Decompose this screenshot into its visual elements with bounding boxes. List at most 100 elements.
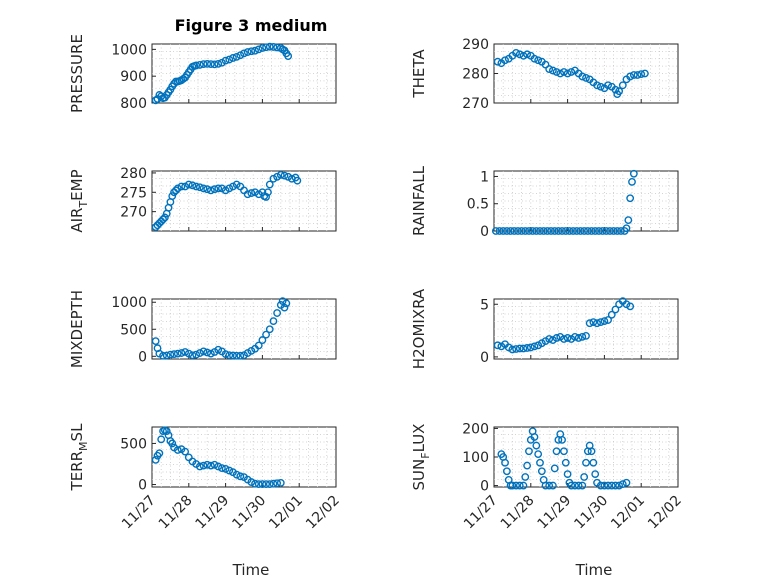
data-point (554, 227, 563, 235)
data-point (229, 351, 237, 360)
subplot-rainfall: 0 0.5 1 RAINFALL (410, 165, 679, 240)
data-point (530, 342, 539, 351)
y-axis-label-tail: EMP (68, 169, 86, 200)
data-point (159, 351, 167, 360)
data-point (626, 194, 635, 203)
data-point (560, 68, 568, 76)
y-axis-label: AIRTEMP (68, 169, 90, 232)
data-point (626, 72, 635, 81)
data-point (493, 341, 502, 350)
data-point (543, 227, 552, 235)
y-tick-label: 1 (480, 169, 489, 185)
data-point (157, 435, 166, 444)
data-point (155, 449, 164, 458)
data-point (512, 345, 520, 353)
data-point (594, 227, 603, 235)
y-tick-label: 280 (120, 166, 147, 182)
x-axis-label-left: Time (232, 561, 270, 579)
data-point (221, 350, 230, 359)
data-point (574, 481, 583, 490)
data-markers (151, 170, 302, 232)
data-point (203, 185, 212, 194)
data-markers (151, 426, 285, 489)
data-point (512, 48, 520, 57)
data-point (598, 227, 607, 235)
y-tick-label: 275 (120, 185, 147, 201)
data-point (611, 305, 620, 314)
x-tick-label: 11/30 (229, 493, 269, 533)
data-point (225, 55, 234, 64)
data-point (206, 461, 215, 470)
data-point (195, 462, 204, 471)
data-point (572, 227, 581, 235)
data-point (580, 473, 589, 481)
data-point (552, 447, 561, 456)
figure-title: Figure 3 medium (175, 16, 328, 35)
data-point (181, 447, 190, 456)
data-point (589, 458, 598, 467)
data-point (604, 81, 612, 90)
data-point (593, 81, 601, 90)
data-point (536, 458, 544, 467)
data-point (214, 184, 223, 193)
data-point (282, 299, 291, 308)
data-point (243, 190, 252, 199)
data-point (218, 464, 226, 472)
data-point (587, 227, 596, 235)
data-point (633, 71, 642, 79)
data-point (262, 193, 270, 201)
y-tick-label: 1000 (111, 42, 147, 58)
y-axis-label-main: H2OMIXRA (410, 288, 428, 369)
data-point (210, 185, 219, 194)
y-tick-label: 0 (480, 479, 489, 495)
data-point (168, 439, 177, 448)
data-point (640, 69, 649, 78)
data-point (545, 65, 554, 73)
data-point (556, 69, 565, 78)
data-point (512, 481, 520, 490)
data-markers (497, 427, 631, 490)
data-point (569, 227, 578, 235)
data-point (517, 227, 526, 235)
data-point (552, 68, 561, 76)
y-tick-label: 5 (480, 297, 489, 313)
grid-lines (494, 44, 678, 103)
data-point (199, 347, 208, 356)
data-point (177, 349, 186, 357)
y-tick-label: 280 (462, 67, 489, 83)
y-axis-label-tail: SL (68, 423, 86, 442)
y-axis-label: THETA (410, 49, 428, 99)
subplot-theta: 270 280 290 THETA (410, 37, 679, 112)
data-point (236, 351, 245, 360)
data-point (548, 66, 557, 75)
data-point (166, 350, 175, 359)
data-point (162, 351, 171, 360)
data-point (552, 334, 561, 342)
data-point (534, 450, 543, 459)
data-point (587, 447, 596, 456)
data-point (162, 427, 171, 436)
data-point (560, 335, 568, 343)
data-point (192, 182, 201, 191)
y-axis-label: SUNFLUX (410, 424, 432, 491)
data-point (188, 351, 197, 360)
data-point (600, 481, 609, 490)
data-point (545, 481, 554, 490)
data-point (499, 227, 508, 235)
data-point (514, 227, 522, 235)
data-point (225, 466, 234, 475)
data-point (510, 227, 519, 235)
data-point (536, 227, 544, 235)
data-point (565, 227, 574, 235)
data-point (571, 481, 579, 490)
y-tick-label: 290 (462, 37, 489, 53)
data-point (265, 325, 274, 334)
data-point (168, 192, 177, 201)
data-markers (491, 169, 638, 235)
data-point (567, 481, 576, 490)
grid-lines (494, 171, 678, 231)
data-point (276, 478, 285, 487)
data-point (545, 335, 554, 343)
data-point (521, 473, 530, 481)
